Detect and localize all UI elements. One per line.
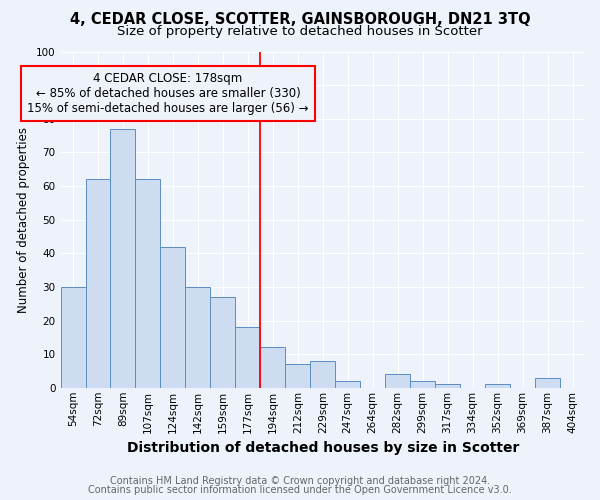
- Text: 4, CEDAR CLOSE, SCOTTER, GAINSBOROUGH, DN21 3TQ: 4, CEDAR CLOSE, SCOTTER, GAINSBOROUGH, D…: [70, 12, 530, 28]
- Bar: [61, 287, 86, 388]
- Bar: [435, 384, 460, 388]
- Bar: [286, 364, 310, 388]
- Bar: [535, 378, 560, 388]
- X-axis label: Distribution of detached houses by size in Scotter: Distribution of detached houses by size …: [127, 441, 519, 455]
- Text: 4 CEDAR CLOSE: 178sqm
← 85% of detached houses are smaller (330)
15% of semi-det: 4 CEDAR CLOSE: 178sqm ← 85% of detached …: [27, 72, 308, 114]
- Bar: [335, 381, 360, 388]
- Text: Contains public sector information licensed under the Open Government Licence v3: Contains public sector information licen…: [88, 485, 512, 495]
- Y-axis label: Number of detached properties: Number of detached properties: [17, 126, 31, 312]
- Text: Contains HM Land Registry data © Crown copyright and database right 2024.: Contains HM Land Registry data © Crown c…: [110, 476, 490, 486]
- Bar: [310, 361, 335, 388]
- Bar: [136, 180, 160, 388]
- Bar: [160, 246, 185, 388]
- Bar: [485, 384, 510, 388]
- Bar: [86, 180, 110, 388]
- Bar: [385, 374, 410, 388]
- Bar: [260, 348, 286, 388]
- Bar: [211, 297, 235, 388]
- Bar: [185, 287, 211, 388]
- Bar: [110, 129, 136, 388]
- Text: Size of property relative to detached houses in Scotter: Size of property relative to detached ho…: [117, 25, 483, 38]
- Bar: [410, 381, 435, 388]
- Bar: [235, 327, 260, 388]
